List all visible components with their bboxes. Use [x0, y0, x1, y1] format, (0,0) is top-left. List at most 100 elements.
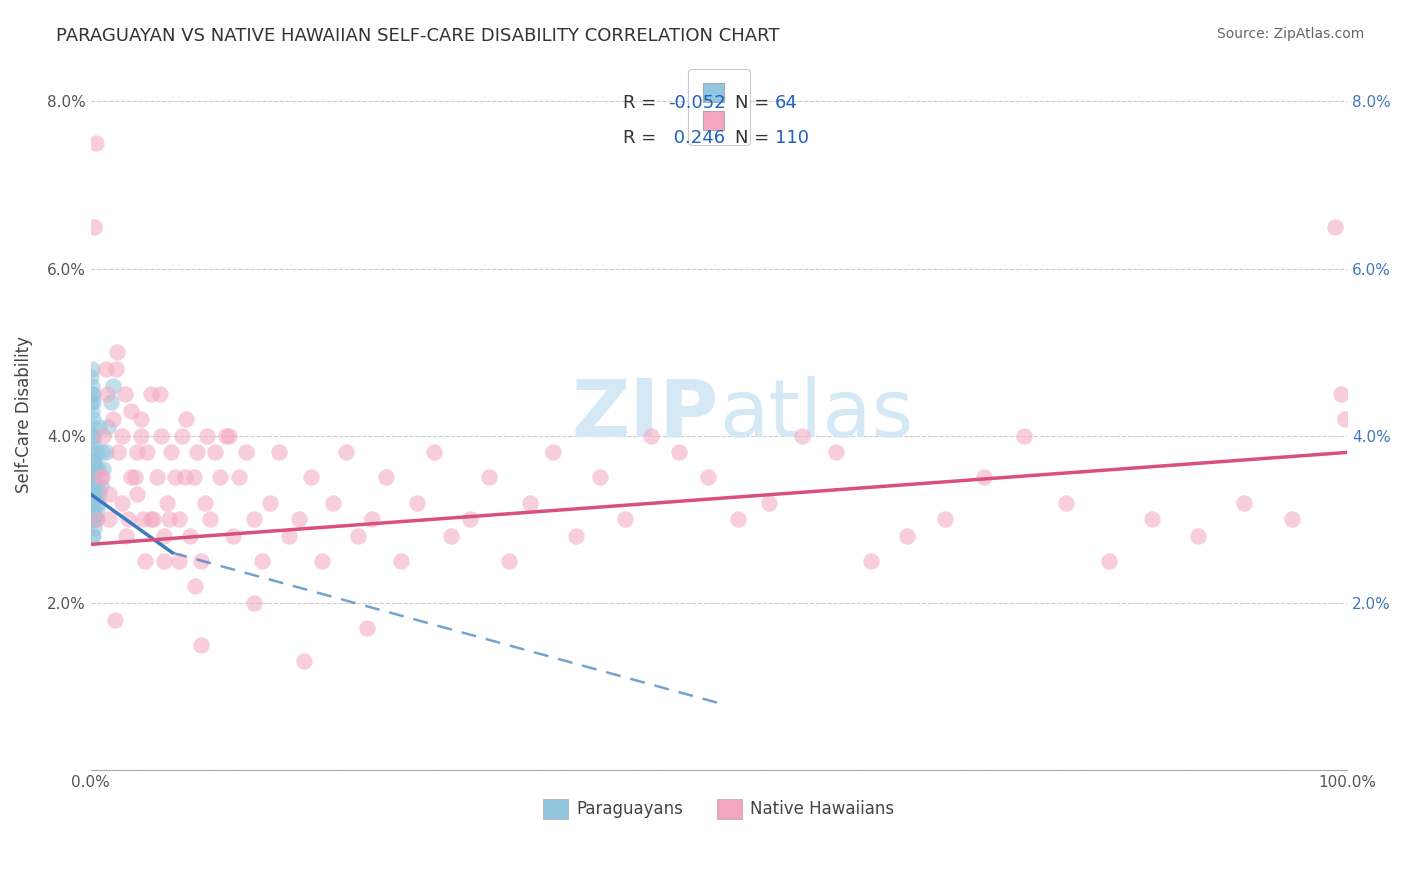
Point — [82, 470, 104, 484]
Point — [87, 495, 110, 509]
Text: R =: R = — [623, 129, 662, 147]
Point — [83, 521, 105, 535]
Point — [91, 462, 114, 476]
Point — [114, 387, 136, 401]
Point — [89, 487, 111, 501]
Point — [221, 529, 243, 543]
Point — [1142, 512, 1164, 526]
Point — [80, 512, 103, 526]
Point — [292, 654, 315, 668]
Point — [80, 487, 103, 501]
Point — [458, 512, 481, 526]
Point — [640, 428, 662, 442]
Point — [90, 479, 112, 493]
Y-axis label: Self-Care Disability: Self-Care Disability — [15, 336, 32, 493]
Point — [82, 529, 104, 543]
Point — [134, 554, 156, 568]
Point — [172, 428, 194, 442]
Point — [1333, 412, 1355, 426]
Point — [152, 529, 174, 543]
Text: -0.052: -0.052 — [668, 94, 725, 112]
Point — [127, 487, 149, 501]
Point — [190, 554, 212, 568]
Point — [96, 387, 118, 401]
Point — [183, 470, 205, 484]
Text: 64: 64 — [775, 94, 797, 112]
Point — [82, 504, 104, 518]
Point — [859, 554, 882, 568]
Point — [82, 495, 104, 509]
Point — [197, 428, 219, 442]
Point — [111, 495, 134, 509]
Point — [80, 504, 103, 518]
Point — [80, 420, 103, 434]
Point — [86, 504, 108, 518]
Point — [82, 395, 104, 409]
Point — [111, 428, 134, 442]
Point — [235, 445, 257, 459]
Point — [80, 361, 103, 376]
Point — [104, 361, 127, 376]
Point — [129, 428, 152, 442]
Point — [132, 512, 155, 526]
Point — [356, 621, 378, 635]
Point — [80, 487, 103, 501]
Point — [152, 554, 174, 568]
Point — [564, 529, 586, 543]
Point — [311, 554, 333, 568]
Point — [83, 428, 105, 442]
Point — [100, 395, 122, 409]
Point — [82, 387, 104, 401]
Point — [406, 495, 429, 509]
Point — [80, 395, 103, 409]
Point — [1330, 387, 1353, 401]
Point — [82, 512, 104, 526]
Point — [80, 504, 103, 518]
Point — [440, 529, 463, 543]
Point — [243, 512, 266, 526]
Point — [335, 445, 357, 459]
Point — [80, 403, 103, 417]
Point — [259, 495, 281, 509]
Point — [80, 512, 103, 526]
Point — [136, 445, 159, 459]
Text: atlas: atlas — [718, 376, 914, 454]
Point — [97, 420, 120, 434]
Point — [934, 512, 956, 526]
Point — [422, 445, 444, 459]
Point — [541, 445, 564, 459]
Point — [82, 479, 104, 493]
Point — [204, 445, 226, 459]
Point — [194, 495, 217, 509]
Point — [80, 470, 103, 484]
Point — [1014, 428, 1036, 442]
Point — [80, 428, 103, 442]
Point — [288, 512, 311, 526]
Point — [84, 462, 107, 476]
Point — [83, 470, 105, 484]
Point — [124, 470, 146, 484]
Point — [86, 479, 108, 493]
Point — [186, 445, 208, 459]
Point — [139, 387, 162, 401]
Text: 110: 110 — [775, 129, 808, 147]
Text: R =: R = — [623, 94, 662, 112]
Point — [179, 529, 201, 543]
Text: 0.246: 0.246 — [668, 129, 725, 147]
Point — [84, 136, 107, 151]
Point — [80, 495, 103, 509]
Point — [120, 403, 142, 417]
Point — [80, 445, 103, 459]
Point — [103, 378, 125, 392]
Point — [80, 387, 103, 401]
Point — [117, 512, 139, 526]
Point — [80, 370, 103, 384]
Text: N =: N = — [735, 94, 775, 112]
Point — [790, 428, 813, 442]
Point — [89, 420, 111, 434]
Point — [83, 504, 105, 518]
Point — [80, 479, 103, 493]
Point — [83, 454, 105, 468]
Point — [83, 487, 105, 501]
Point — [322, 495, 344, 509]
